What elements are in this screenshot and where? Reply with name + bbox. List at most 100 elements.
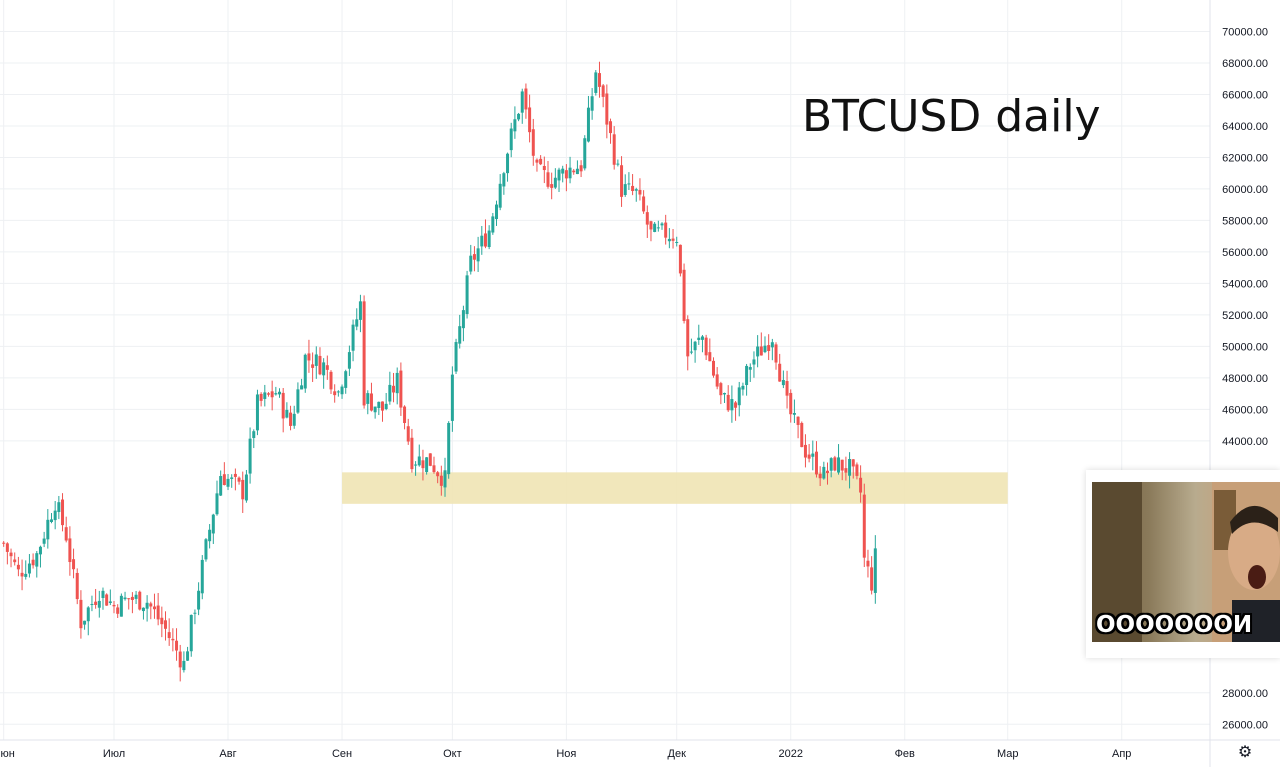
candle-down — [406, 426, 410, 442]
candle-up — [520, 91, 524, 113]
candle-up — [829, 458, 833, 471]
candle-up — [296, 389, 300, 413]
candle-down — [601, 85, 605, 97]
candle-down — [79, 599, 83, 629]
candle-up — [278, 391, 282, 395]
y-tick-label: 56000.00 — [1222, 247, 1268, 259]
candle-up — [568, 167, 572, 179]
candle-down — [16, 564, 20, 570]
candle-down — [259, 393, 263, 401]
candle-down — [844, 468, 848, 473]
meme-caption: ООООООOИ — [1096, 612, 1253, 638]
candle-up — [373, 406, 377, 413]
candle-down — [671, 238, 675, 241]
candle-up — [336, 391, 340, 393]
candle-down — [72, 559, 76, 570]
candle-down — [649, 221, 653, 230]
y-tick-label: 60000.00 — [1222, 184, 1268, 196]
candle-up — [656, 227, 660, 229]
candle-up — [211, 514, 215, 534]
candle-down — [175, 640, 179, 651]
candle-up — [366, 393, 370, 404]
candle-down — [833, 457, 837, 471]
candle-up — [358, 301, 362, 320]
candle-up — [465, 275, 469, 315]
candle-down — [851, 459, 855, 467]
candle-up — [355, 319, 359, 327]
meme-image: ООООООOИ — [1086, 470, 1280, 658]
candle-down — [528, 107, 532, 133]
candle-down — [167, 632, 171, 639]
candle-down — [403, 406, 407, 424]
candle-up — [741, 385, 745, 390]
candle-up — [748, 367, 752, 370]
candle-down — [546, 172, 550, 187]
candle-down — [682, 269, 686, 321]
chart-title: BTCUSD daily — [802, 91, 1101, 142]
candle-up — [351, 324, 355, 351]
candle-down — [800, 422, 804, 448]
candle-down — [380, 401, 384, 411]
candle-up — [340, 386, 344, 395]
candle-down — [550, 184, 554, 188]
candle-up — [752, 359, 756, 365]
candle-down — [152, 606, 156, 610]
y-tick-label: 48000.00 — [1222, 373, 1268, 385]
candle-up — [347, 352, 351, 369]
candle-up — [38, 546, 42, 555]
gear-icon[interactable]: ⚙ — [1237, 744, 1253, 761]
candle-down — [807, 454, 811, 459]
candle-up — [204, 539, 208, 560]
candle-down — [311, 364, 315, 368]
candle-up — [417, 456, 421, 466]
candle-up — [616, 163, 620, 165]
candle-down — [759, 346, 763, 356]
x-tick-label: Ноя — [556, 748, 576, 760]
candle-down — [862, 494, 866, 558]
candle-down — [785, 381, 789, 396]
candle-up — [134, 594, 138, 599]
candle-up — [590, 96, 594, 111]
y-tick-label: 70000.00 — [1222, 26, 1268, 38]
candle-down — [704, 337, 708, 356]
candle-up — [414, 464, 418, 466]
candle-down — [605, 93, 609, 125]
candle-down — [535, 159, 539, 163]
candle-up — [498, 183, 502, 208]
candle-down — [410, 437, 414, 470]
candle-up — [215, 493, 219, 515]
candle-down — [421, 460, 425, 469]
candle-down — [726, 394, 730, 411]
x-tick-label: Фев — [895, 748, 915, 760]
candle-up — [487, 230, 491, 248]
candle-down — [20, 572, 24, 577]
candle-down — [307, 353, 311, 361]
x-tick-label: Сен — [332, 748, 352, 760]
candle-down — [127, 598, 131, 600]
candle-up — [730, 399, 734, 411]
y-tick-label: 54000.00 — [1222, 278, 1268, 290]
y-tick-label: 26000.00 — [1222, 719, 1268, 731]
candle-up — [193, 612, 197, 614]
candle-down — [789, 392, 793, 415]
candle-down — [13, 559, 17, 563]
candle-up — [745, 365, 749, 386]
x-tick-label: Мар — [997, 748, 1019, 760]
candle-up — [425, 457, 429, 473]
candle-down — [719, 383, 723, 396]
candle-down — [289, 412, 293, 426]
candle-down — [130, 596, 134, 600]
candle-down — [642, 196, 646, 212]
candle-up — [763, 345, 767, 353]
candle-down — [94, 601, 98, 605]
y-tick-label: 28000.00 — [1222, 688, 1268, 700]
candle-down — [233, 473, 237, 477]
x-tick-label: Июл — [103, 748, 125, 760]
candle-up — [384, 403, 388, 410]
candle-down — [116, 607, 120, 614]
candle-up — [53, 510, 57, 521]
support-zone-layer — [342, 472, 1008, 504]
candle-down — [855, 464, 859, 476]
candle-down — [281, 392, 285, 419]
